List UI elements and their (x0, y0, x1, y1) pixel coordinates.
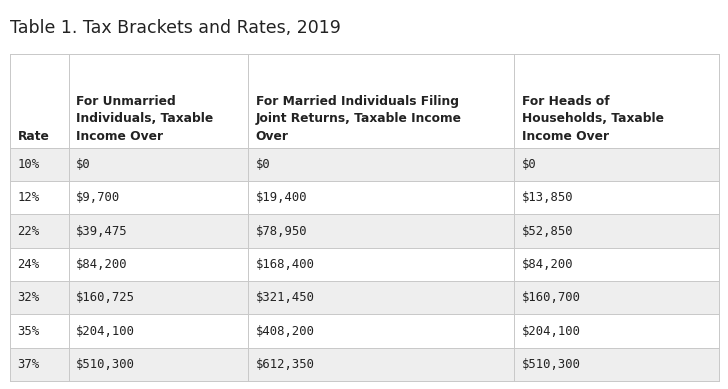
Text: $160,725: $160,725 (76, 291, 135, 304)
Text: $204,100: $204,100 (522, 325, 581, 338)
Text: $408,200: $408,200 (256, 325, 314, 338)
Text: For Unmarried
Individuals, Taxable
Income Over: For Unmarried Individuals, Taxable Incom… (76, 95, 213, 143)
Bar (10, 181, 719, 214)
Text: $0: $0 (522, 158, 537, 171)
Text: 32%: 32% (17, 291, 39, 304)
Text: $612,350: $612,350 (256, 358, 314, 371)
Text: $13,850: $13,850 (522, 191, 573, 204)
Text: Table 1. Tax Brackets and Rates, 2019: Table 1. Tax Brackets and Rates, 2019 (10, 19, 341, 37)
Text: $160,700: $160,700 (522, 291, 581, 304)
Text: $510,300: $510,300 (76, 358, 135, 371)
Text: $84,200: $84,200 (522, 258, 573, 271)
Text: For Heads of
Households, Taxable
Income Over: For Heads of Households, Taxable Income … (522, 95, 664, 143)
Bar (10, 314, 719, 348)
Bar (10, 214, 719, 248)
Text: 35%: 35% (17, 325, 39, 338)
Bar (10, 281, 719, 314)
Text: 22%: 22% (17, 224, 39, 238)
Text: Rate: Rate (17, 130, 50, 143)
Text: $0: $0 (256, 158, 271, 171)
Text: $510,300: $510,300 (522, 358, 581, 371)
Text: $84,200: $84,200 (76, 258, 128, 271)
Text: $168,400: $168,400 (256, 258, 314, 271)
Text: $19,400: $19,400 (256, 191, 307, 204)
Text: $321,450: $321,450 (256, 291, 314, 304)
Text: For Married Individuals Filing
Joint Returns, Taxable Income
Over: For Married Individuals Filing Joint Ret… (256, 95, 462, 143)
Text: 10%: 10% (17, 158, 39, 171)
Bar (10, 54, 719, 147)
Bar (10, 248, 719, 281)
Text: $52,850: $52,850 (522, 224, 573, 238)
Text: 24%: 24% (17, 258, 39, 271)
Text: $39,475: $39,475 (76, 224, 128, 238)
Text: $0: $0 (76, 158, 91, 171)
Bar (10, 348, 719, 381)
Text: $204,100: $204,100 (76, 325, 135, 338)
Text: $9,700: $9,700 (76, 191, 121, 204)
Text: 37%: 37% (17, 358, 39, 371)
Text: 12%: 12% (17, 191, 39, 204)
Text: $78,950: $78,950 (256, 224, 307, 238)
Bar (10, 147, 719, 181)
